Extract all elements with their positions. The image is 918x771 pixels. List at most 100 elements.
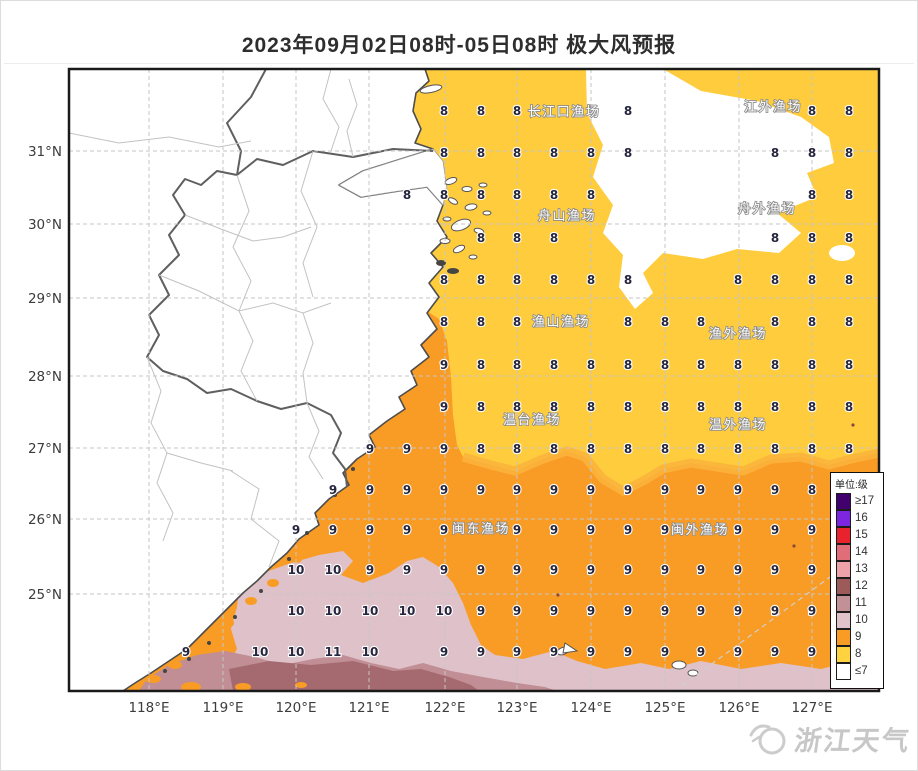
wind-value: 9 (771, 483, 779, 497)
legend-label: 15 (855, 529, 868, 541)
wind-value: 8 (513, 442, 521, 456)
wind-value: 10 (362, 604, 379, 618)
wind-value: 8 (550, 188, 558, 202)
wind-value: 9 (403, 442, 411, 456)
wind-value: 9 (513, 645, 521, 659)
wind-value: 9 (624, 604, 632, 618)
wind-value: 8 (477, 358, 485, 372)
wind-value: 8 (624, 146, 632, 160)
wind-value: 9 (808, 523, 816, 537)
wind-value: 8 (477, 104, 485, 118)
wind-value: 9 (366, 563, 374, 577)
wind-value: 9 (440, 442, 448, 456)
wind-value: 8 (550, 146, 558, 160)
page-title: 2023年09月02日08时-05日08时 极大风预报 (241, 34, 677, 57)
wind-value: 9 (771, 563, 779, 577)
wind-value: 9 (440, 645, 448, 659)
wind-value: 9 (292, 523, 300, 537)
wind-value: 9 (440, 483, 448, 497)
legend-swatch (836, 492, 851, 510)
watermark-text: 浙江天气 (792, 725, 913, 756)
wind-value: 8 (771, 315, 779, 329)
wind-value: 8 (587, 400, 595, 414)
wind-value: 9 (624, 483, 632, 497)
tiny-island-marks (556, 423, 855, 597)
legend: 单位:级 ≥17 16 15 14 13 12 11 10 9 8 ≤7 (830, 472, 884, 689)
legend-swatch (836, 662, 851, 680)
wind-value: 8 (808, 146, 816, 160)
wind-value: 9 (329, 523, 337, 537)
wind-value: 8 (624, 358, 632, 372)
wind-value: 8 (808, 188, 816, 202)
legend-item: 16 (836, 509, 883, 527)
wind-value: 8 (513, 400, 521, 414)
fishing-ground-label: 渔山渔场 (532, 315, 590, 330)
wind-value: 8 (697, 400, 705, 414)
wind-region-force12-patch (229, 661, 479, 691)
wind-region-force10 (207, 551, 879, 691)
wind-value: 8 (808, 483, 816, 497)
wind-value: 9 (734, 645, 742, 659)
offshore-islets-south (556, 642, 699, 677)
wind-value: 8 (624, 442, 632, 456)
wind-value: 9 (624, 563, 632, 577)
legend-item: ≥17 (836, 492, 883, 510)
wind-value: 9 (734, 563, 742, 577)
wind-value: 9 (440, 563, 448, 577)
wind-value: 8 (624, 104, 632, 118)
wind-value: 9 (697, 645, 705, 659)
wind-value: 8 (440, 315, 448, 329)
wind-value: 8 (440, 104, 448, 118)
wind-value: 10 (399, 604, 416, 618)
calm-region (586, 69, 834, 309)
wind-value: 9 (661, 563, 669, 577)
lon-label: 123°E (496, 700, 537, 716)
wind-value: 8 (734, 358, 742, 372)
legend-swatch (836, 645, 851, 663)
lat-label: 31°N (28, 144, 62, 160)
legend-label: 12 (855, 580, 868, 592)
wind-value: 9 (771, 523, 779, 537)
legend-item: 14 (836, 543, 883, 561)
watermark-logo: 浙江天气 (745, 715, 913, 761)
lat-label: 30°N (28, 217, 62, 233)
wind-value: 9 (550, 604, 558, 618)
wind-value: 8 (771, 273, 779, 287)
wind-value: 9 (697, 483, 705, 497)
legend-swatch (836, 560, 851, 578)
wind-value: 8 (477, 442, 485, 456)
latitude-axis: 31°N 30°N 29°N 28°N 27°N 26°N 25°N (28, 144, 62, 603)
wind-value: 9 (366, 483, 374, 497)
wind-value: 10 (325, 604, 342, 618)
wind-value: 8 (845, 358, 853, 372)
lon-label: 124°E (570, 700, 611, 716)
wind-value: 9 (440, 523, 448, 537)
zhoushan-islands (419, 84, 492, 260)
wind-value: 8 (808, 315, 816, 329)
wind-value: 9 (513, 483, 521, 497)
wind-value: 9 (403, 483, 411, 497)
legend-item: 11 (836, 594, 883, 612)
wind-value: 9 (661, 645, 669, 659)
legend-item: 13 (836, 560, 883, 578)
wind-value: 8 (661, 315, 669, 329)
legend-label: ≤7 (855, 665, 868, 677)
lon-label: 118°E (128, 700, 169, 716)
legend-title: 单位:级 (835, 480, 868, 491)
legend-label: 16 (855, 512, 868, 524)
legend-swatch (836, 594, 851, 612)
wind-value: 8 (587, 146, 595, 160)
wind-value: 8 (550, 358, 558, 372)
wind-value: 8 (697, 442, 705, 456)
wind-value: 9 (329, 483, 337, 497)
wind-value: 8 (808, 442, 816, 456)
fishing-ground-label: 江外渔场 (744, 100, 802, 115)
fishing-ground-label: 舟山渔场 (538, 209, 596, 224)
wind-value: 8 (771, 231, 779, 245)
legend-item: ≤7 (836, 662, 883, 680)
wind-value: 9 (366, 442, 374, 456)
wind-value: 8 (550, 442, 558, 456)
wind-value: 9 (550, 483, 558, 497)
lon-label: 122°E (424, 700, 465, 716)
